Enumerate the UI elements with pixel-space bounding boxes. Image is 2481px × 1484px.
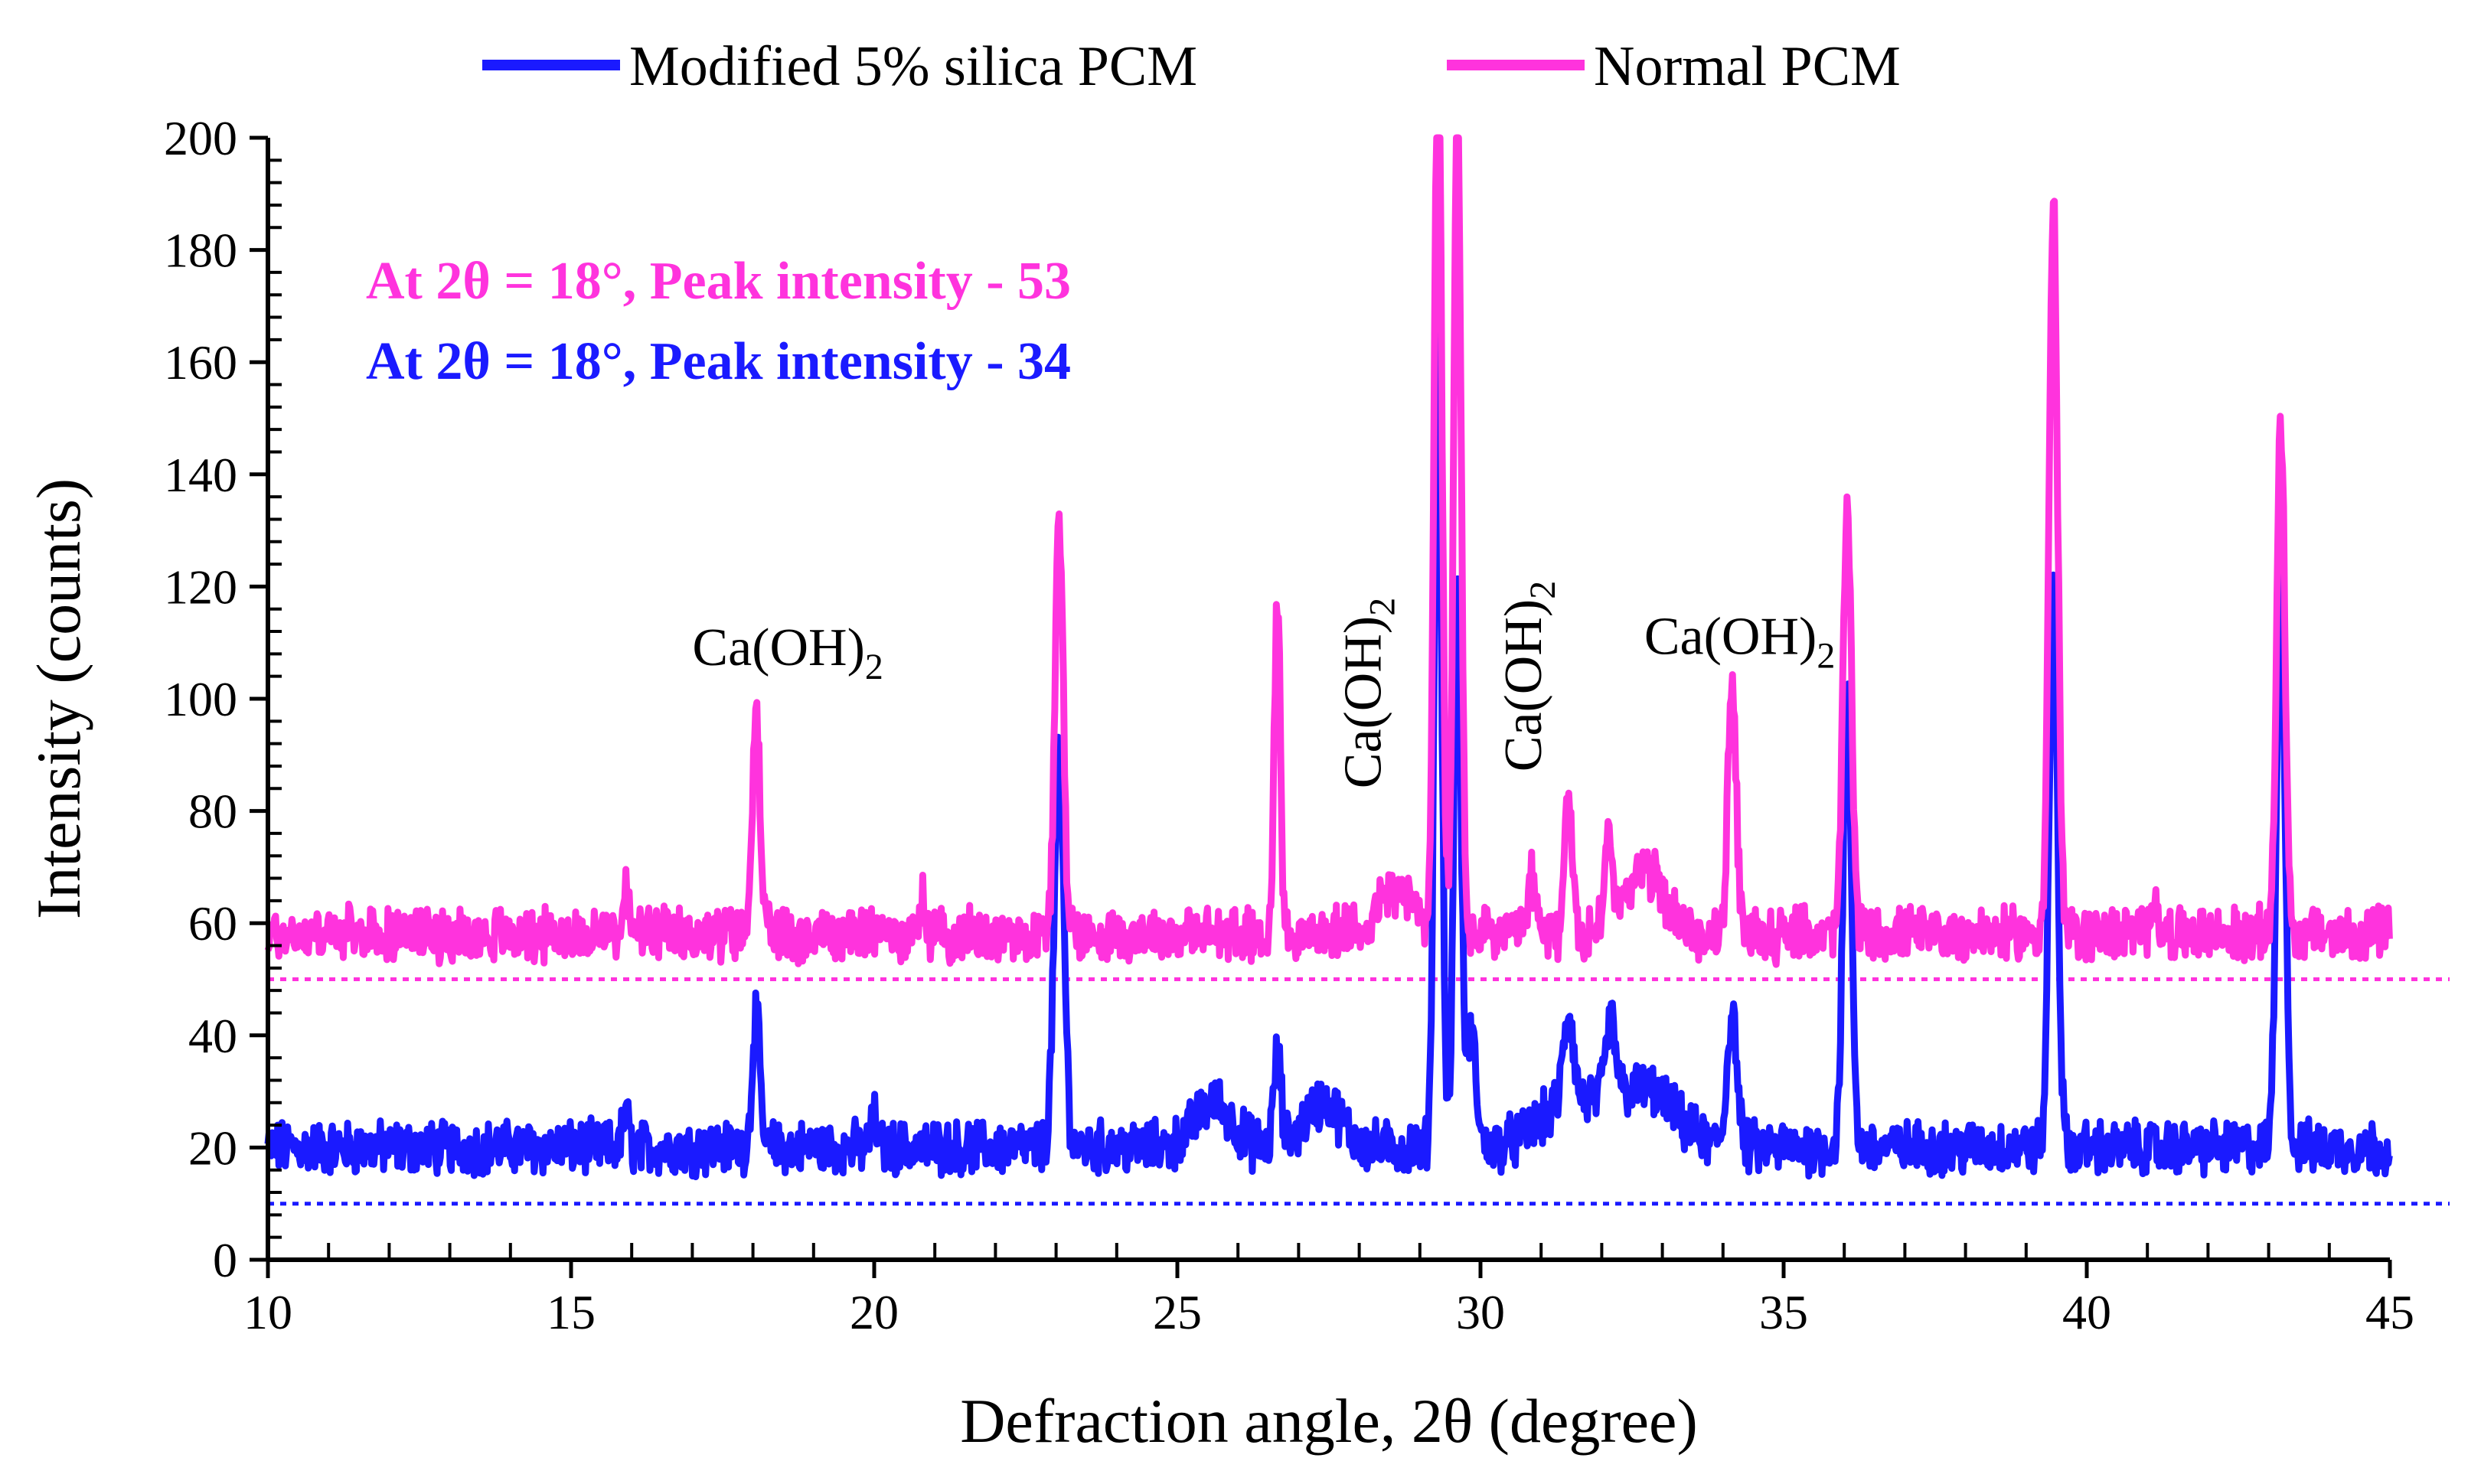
x-tick-label: 15 xyxy=(547,1285,596,1339)
legend: Modified 5% silica PCM Normal PCM xyxy=(482,35,1901,98)
y-ticks: 0 20 40 60 80 100 120 140 160 180 200 xyxy=(164,111,282,1287)
legend-label-modified: Modified 5% silica PCM xyxy=(629,35,1197,98)
x-tick-label: 35 xyxy=(1759,1285,1808,1339)
series-line-normal xyxy=(264,134,2393,968)
legend-label-normal: Normal PCM xyxy=(1594,35,1901,98)
x-axis-title: Defraction angle, 2θ (degree) xyxy=(960,1386,1698,1456)
y-tick-label: 200 xyxy=(164,111,237,165)
y-tick-label: 180 xyxy=(164,223,237,278)
reference-lines xyxy=(268,977,2450,1206)
series-line-modified xyxy=(264,308,2393,1181)
peak-label-caoh2: Ca(OH)2 xyxy=(1644,607,1835,676)
x-ticks: 10 15 20 25 30 35 40 45 xyxy=(243,1243,2414,1339)
y-axis-title: Intensity (counts) xyxy=(24,478,93,919)
y-tick-label: 140 xyxy=(164,448,237,502)
x-tick-label: 25 xyxy=(1153,1285,1202,1339)
peak-label-caoh2: Ca(OH)2 xyxy=(692,618,883,687)
x-tick-label: 30 xyxy=(1456,1285,1505,1339)
y-tick-label: 40 xyxy=(188,1009,237,1063)
y-tick-label: 100 xyxy=(164,672,237,726)
x-tick-label: 10 xyxy=(243,1285,292,1339)
y-tick-label: 20 xyxy=(188,1120,237,1175)
annotation-modified-peak: At 2θ = 18°, Peak intensity - 34 xyxy=(366,332,1071,391)
peak-label-caoh2: Ca(OH)2 xyxy=(1494,581,1563,771)
y-tick-label: 160 xyxy=(164,335,237,390)
y-tick-label: 0 xyxy=(213,1233,237,1287)
x-tick-label: 45 xyxy=(2365,1285,2414,1339)
peak-labels: Ca(OH)2 Ca(OH)2 Ca(OH)2 Ca(OH)2 xyxy=(692,581,1835,788)
y-tick-label: 80 xyxy=(188,784,237,839)
y-tick-label: 60 xyxy=(188,896,237,951)
x-tick-label: 40 xyxy=(2062,1285,2111,1339)
x-tick-label: 20 xyxy=(850,1285,899,1339)
y-tick-label: 120 xyxy=(164,559,237,614)
peak-label-caoh2: Ca(OH)2 xyxy=(1334,598,1402,788)
annotation-normal-peak: At 2θ = 18°, Peak intensity - 53 xyxy=(366,252,1071,311)
